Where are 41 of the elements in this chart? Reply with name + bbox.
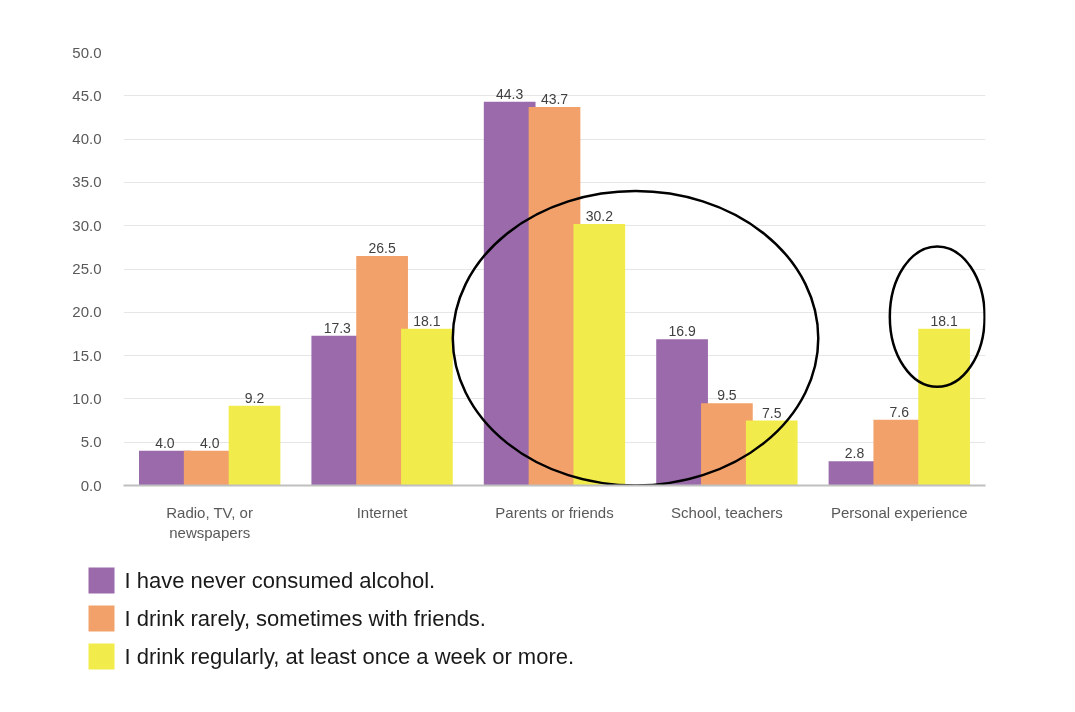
bar	[745, 420, 798, 486]
y-tick-label: 10.0	[72, 389, 102, 407]
x-tick-label: Radio, TV, or newspapers	[166, 503, 253, 541]
data-label: 26.5	[368, 240, 396, 257]
x-tick-label: School, teachers	[671, 503, 783, 521]
x-tick-label: Personal experience	[830, 503, 968, 521]
data-label: 4.0	[155, 434, 175, 451]
data-label: 30.2	[585, 207, 614, 224]
data-label: 16.9	[668, 323, 696, 340]
data-label: 4.0	[199, 434, 220, 451]
y-tick-label: 30.0	[72, 216, 102, 234]
y-tick-label: 0.0	[80, 476, 102, 494]
x-tick-label: Parents or friends	[495, 503, 614, 521]
y-tick-label: 50.0	[72, 43, 102, 61]
y-tick-label: 5.0	[80, 433, 102, 451]
data-label: 7.5	[761, 404, 782, 421]
bar	[356, 256, 408, 486]
y-tick-label: 35.0	[72, 173, 102, 191]
data-label: 9.2	[244, 389, 265, 406]
data-label: 9.5	[717, 387, 737, 404]
data-label: 44.3	[496, 85, 524, 102]
data-label: 2.8	[844, 445, 865, 462]
y-tick-label: 45.0	[72, 86, 102, 104]
data-label: 17.3	[323, 319, 352, 336]
bar	[228, 405, 281, 486]
bar	[656, 339, 708, 486]
y-tick-label: 40.0	[72, 130, 102, 148]
data-label: 18.1	[413, 312, 441, 329]
bar	[573, 223, 626, 486]
bar	[401, 328, 453, 486]
legend-label: I have never consumed alcohol.	[124, 568, 436, 593]
y-tick-label: 20.0	[72, 303, 102, 321]
legend-label: I drink rarely, sometimes with friends.	[124, 606, 486, 631]
legend-label: I drink regularly, at least once a week or more.	[124, 644, 575, 669]
x-tick-label: Internet	[356, 503, 409, 521]
data-label: 7.6	[889, 403, 910, 420]
data-label: 43.7	[540, 91, 569, 108]
data-label: 18.1	[930, 312, 958, 329]
y-tick-label: 15.0	[72, 346, 102, 364]
y-tick-label: 25.0	[72, 260, 102, 277]
bar	[918, 328, 970, 486]
